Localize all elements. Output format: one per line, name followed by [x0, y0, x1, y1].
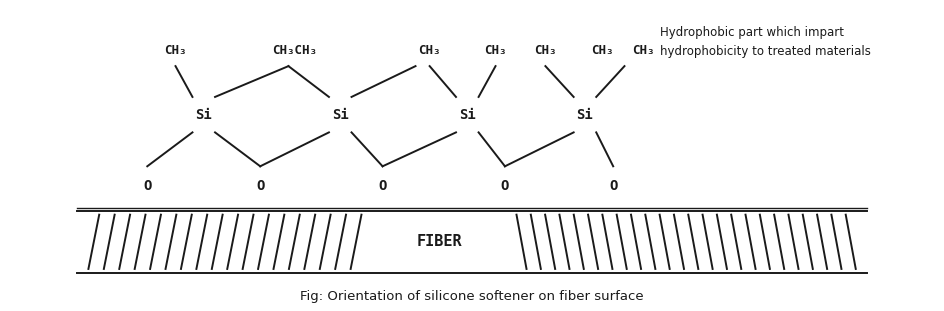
Text: O: O	[500, 179, 509, 193]
Text: CH₃: CH₃	[418, 44, 441, 57]
Text: CH₃CH₃: CH₃CH₃	[273, 44, 317, 57]
Text: CH₃: CH₃	[484, 44, 507, 57]
Text: Fig: Orientation of silicone softener on fiber surface: Fig: Orientation of silicone softener on…	[300, 290, 644, 304]
Text: CH₃: CH₃	[632, 44, 654, 57]
Text: Si: Si	[577, 109, 594, 123]
Text: CH₃: CH₃	[164, 44, 187, 57]
Text: CH₃: CH₃	[534, 44, 557, 57]
Text: Hydrophobic part which impart
hydrophobicity to treated materials: Hydrophobic part which impart hydrophobi…	[660, 26, 871, 58]
Text: Si: Si	[195, 109, 212, 123]
Text: Si: Si	[332, 109, 348, 123]
Text: O: O	[143, 179, 151, 193]
Text: FIBER: FIBER	[416, 234, 462, 249]
Text: CH₃: CH₃	[591, 44, 614, 57]
Text: O: O	[609, 179, 617, 193]
Text: O: O	[256, 179, 264, 193]
Text: O: O	[379, 179, 387, 193]
Text: Si: Si	[459, 109, 476, 123]
